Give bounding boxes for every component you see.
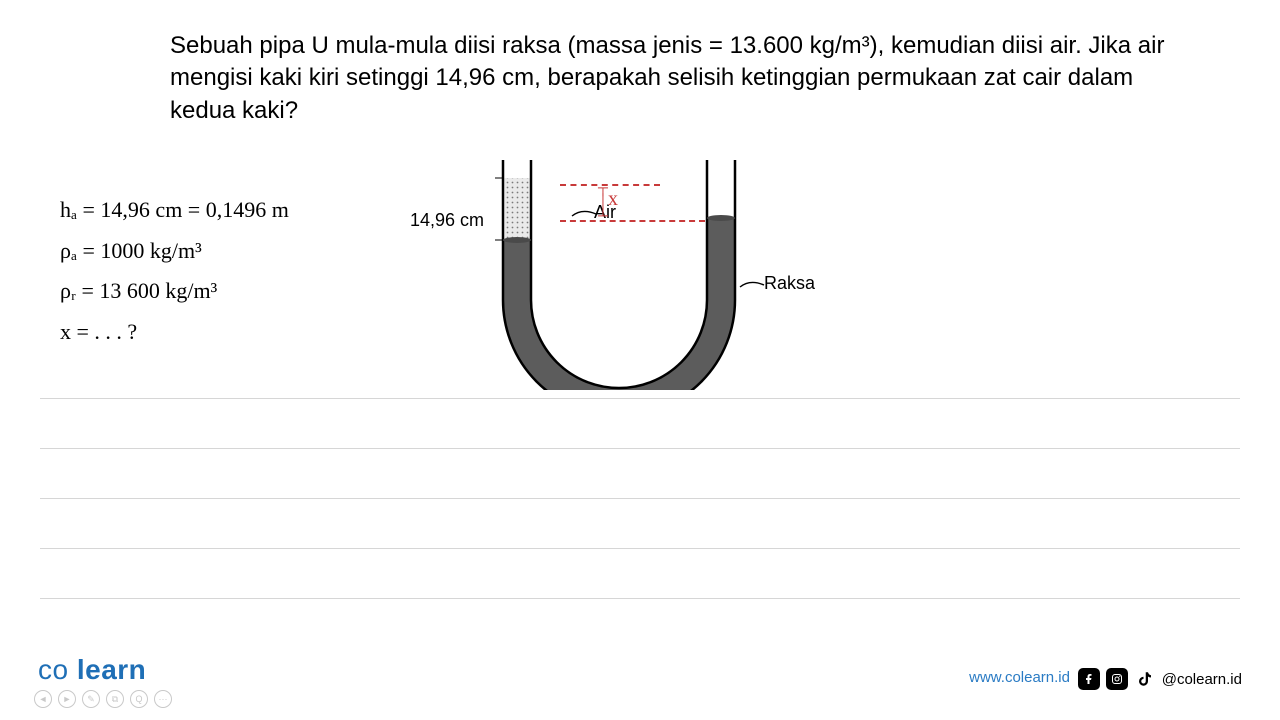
- given-values: hₐ = 14,96 cm = 0,1496 m ρₐ = 1000 kg/m³…: [60, 190, 289, 353]
- footer: co learn ◄ ► ✎ ⧉ Q ··· www.colearn.id @c…: [0, 652, 1280, 702]
- instagram-icon[interactable]: [1106, 668, 1128, 690]
- ha-line: hₐ = 14,96 cm = 0,1496 m: [60, 190, 289, 231]
- tiktok-icon[interactable]: [1134, 668, 1156, 690]
- player-controls: ◄ ► ✎ ⧉ Q ···: [34, 690, 172, 708]
- edit-button[interactable]: ✎: [82, 690, 100, 708]
- play-button[interactable]: ►: [58, 690, 76, 708]
- brand-logo: co learn: [38, 654, 146, 686]
- x-line: x = . . . ?: [60, 312, 289, 353]
- ruled-line: [40, 398, 1240, 448]
- ruled-line: [40, 448, 1240, 498]
- u-tube-svg: [495, 160, 825, 390]
- rho-r-line: ρᵣ = 13 600 kg/m³: [60, 271, 289, 312]
- ruled-line: [40, 548, 1240, 598]
- ruled-line: [40, 598, 1240, 648]
- copy-button[interactable]: ⧉: [106, 690, 124, 708]
- social-links: @colearn.id: [1078, 668, 1242, 690]
- height-label: 14,96 cm: [410, 210, 484, 231]
- facebook-icon[interactable]: [1078, 668, 1100, 690]
- website-url[interactable]: www.colearn.id: [969, 669, 1070, 686]
- ruled-line: [40, 498, 1240, 548]
- social-handle: @colearn.id: [1162, 671, 1242, 688]
- ruled-lines: [40, 398, 1240, 648]
- more-button[interactable]: ···: [154, 690, 172, 708]
- search-button[interactable]: Q: [130, 690, 148, 708]
- problem-text: Sebuah pipa U mula-mula diisi raksa (mas…: [170, 30, 1170, 127]
- u-tube-diagram: 14,96 cm Air Raksa ┬│┴ x: [410, 160, 830, 400]
- rho-a-line: ρₐ = 1000 kg/m³: [60, 231, 289, 272]
- prev-button[interactable]: ◄: [34, 690, 52, 708]
